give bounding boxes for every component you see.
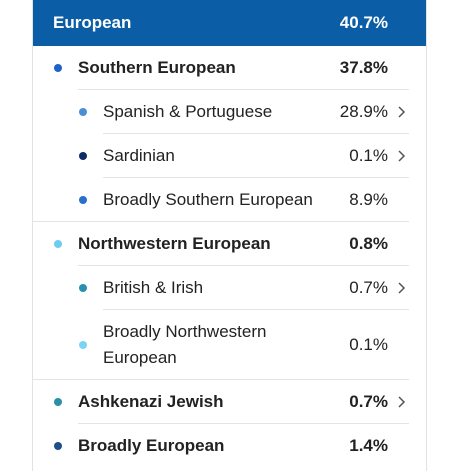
color-dot (79, 196, 87, 204)
row-divider (103, 309, 409, 310)
ancestry-label: Broadly European (78, 436, 225, 455)
row-divider (33, 221, 409, 222)
ancestry-percent: 28.9% (339, 102, 388, 121)
chevron[interactable] (397, 394, 406, 410)
ancestry-percent: 8.9% (349, 190, 388, 209)
chevron[interactable] (397, 280, 406, 296)
ancestry-card: European 40.7% Southern European 37.8% Spa… (32, 0, 427, 471)
ancestry-label: Southern European (78, 58, 236, 77)
subregion-list: Southern European 37.8% Spanish & Portugue… (33, 46, 426, 468)
color-dot (54, 240, 62, 248)
color-dot (79, 108, 87, 116)
ancestry-percent: 0.8% (349, 234, 388, 253)
color-dot (79, 284, 87, 292)
ancestry-row: Broadly European 1.4% (33, 424, 426, 468)
ancestry-label: Broadly Northwestern European (103, 322, 267, 367)
chevron[interactable] (397, 104, 406, 120)
row-divider (78, 423, 409, 424)
ancestry-label: Ashkenazi Jewish (78, 392, 224, 411)
ancestry-row: Southern European 37.8% (33, 46, 426, 90)
ancestry-label: Spanish & Portuguese (103, 102, 273, 121)
row-divider (78, 265, 409, 266)
ancestry-label: Broadly Southern European (103, 190, 313, 209)
row-divider (78, 89, 409, 90)
ancestry-label: Sardinian (103, 146, 175, 165)
color-dot (54, 64, 62, 72)
ancestry-percent: 0.1% (349, 335, 388, 354)
ancestry-row: Northwestern European 0.8% (33, 222, 426, 266)
region-percent: 40.7% (339, 13, 388, 32)
row-divider (103, 177, 409, 178)
color-dot (54, 398, 62, 406)
ancestry-row: Broadly Southern European 8.9% (33, 178, 426, 222)
ancestry-row[interactable]: Ashkenazi Jewish 0.7% (33, 380, 426, 424)
row-divider (103, 133, 409, 134)
ancestry-percent: 0.7% (349, 392, 388, 411)
ancestry-row[interactable]: Sardinian 0.1% (33, 134, 426, 178)
region-name: European (53, 13, 132, 32)
ancestry-label: Northwestern European (78, 234, 271, 253)
ancestry-row[interactable]: Spanish & Portuguese 28.9% (33, 90, 426, 134)
region-header[interactable]: European 40.7% (33, 0, 426, 46)
row-divider (33, 379, 409, 380)
ancestry-row[interactable]: British & Irish 0.7% (33, 266, 426, 310)
color-dot (79, 341, 87, 349)
ancestry-row: Broadly Northwestern European 0.1% (33, 310, 426, 380)
ancestry-percent: 37.8% (339, 58, 388, 77)
ancestry-percent: 1.4% (349, 436, 388, 455)
color-dot (79, 152, 87, 160)
ancestry-label: British & Irish (103, 278, 204, 297)
ancestry-percent: 0.1% (349, 146, 388, 165)
color-dot (54, 442, 62, 450)
chevron[interactable] (397, 148, 406, 164)
ancestry-percent: 0.7% (349, 278, 388, 297)
